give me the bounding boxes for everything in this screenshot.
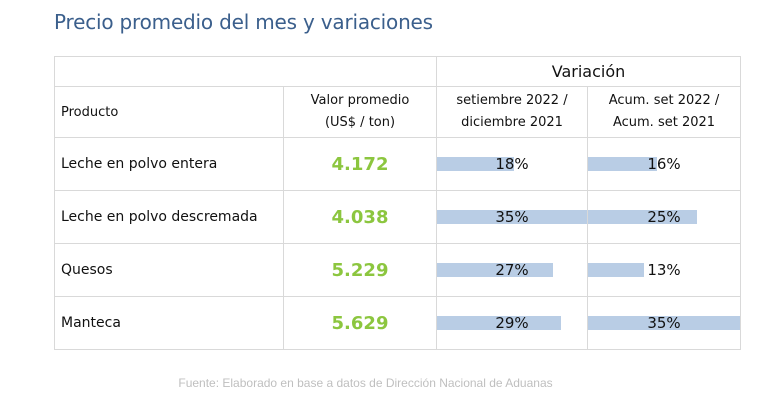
header-var-acumulada: Acum. set 2022 / Acum. set 2021	[586, 86, 742, 138]
var1-bar	[437, 316, 562, 330]
table-header-row: Producto Valor promedio (US$ / ton) seti…	[54, 86, 742, 138]
header-valor-line2: (US$ / ton)	[324, 115, 396, 130]
var1-bar	[437, 210, 587, 224]
var1-cell: 27%	[436, 243, 588, 297]
var2-cell: 35%	[586, 296, 742, 350]
price-value: 4.172	[283, 137, 437, 191]
var1-label: 27%	[495, 261, 529, 279]
header-empty-cell	[54, 56, 437, 87]
header-var-mensual: setiembre 2022 / diciembre 2021	[436, 86, 588, 138]
var2-label: 25%	[647, 208, 681, 226]
var2-bar	[588, 316, 741, 330]
table-row: Leche en polvo entera 4.172 18% 16%	[54, 137, 742, 191]
header-var2-line1: Acum. set 2022 /	[608, 93, 720, 108]
source-note: Fuente: Elaborado en base a datos de Dir…	[178, 376, 553, 390]
header-var1-line2: diciembre 2021	[461, 115, 563, 130]
product-name: Leche en polvo descremada	[54, 190, 284, 244]
var1-label: 29%	[495, 314, 529, 332]
var2-bar	[588, 157, 658, 171]
var2-cell: 13%	[586, 243, 742, 297]
header-producto: Producto	[54, 86, 284, 138]
price-value: 5.229	[283, 243, 437, 297]
var1-cell: 18%	[436, 137, 588, 191]
variacion-header: Variación	[435, 56, 742, 87]
product-name: Quesos	[54, 243, 284, 297]
price-table: Variación Producto Valor promedio (US$ /…	[54, 56, 742, 350]
var2-label: 35%	[647, 314, 681, 332]
product-name: Manteca	[54, 296, 284, 350]
var2-cell: 25%	[586, 190, 742, 244]
table-row: Quesos 5.229 27% 13%	[54, 243, 742, 297]
header-valor-line1: Valor promedio	[310, 93, 410, 108]
var2-bar	[588, 210, 697, 224]
var1-bar	[437, 157, 515, 171]
var1-label: 18%	[495, 155, 529, 173]
var2-bar	[588, 263, 645, 277]
var1-bar	[437, 263, 553, 277]
var2-label: 16%	[647, 155, 681, 173]
price-value: 5.629	[283, 296, 437, 350]
header-var2-line2: Acum. set 2021	[612, 115, 716, 130]
header-valor: Valor promedio (US$ / ton)	[283, 86, 437, 138]
var1-cell: 35%	[436, 190, 588, 244]
page-title: Precio promedio del mes y variaciones	[54, 10, 433, 34]
var1-cell: 29%	[436, 296, 588, 350]
var2-cell: 16%	[586, 137, 742, 191]
header-var1-line1: setiembre 2022 /	[456, 93, 568, 108]
product-name: Leche en polvo entera	[54, 137, 284, 191]
table-header-variacion-row: Variación	[54, 56, 742, 87]
var1-label: 35%	[495, 208, 529, 226]
table-row: Leche en polvo descremada 4.038 35% 25%	[54, 190, 742, 244]
table-row: Manteca 5.629 29% 35%	[54, 296, 742, 350]
var2-label: 13%	[647, 261, 681, 279]
price-value: 4.038	[283, 190, 437, 244]
